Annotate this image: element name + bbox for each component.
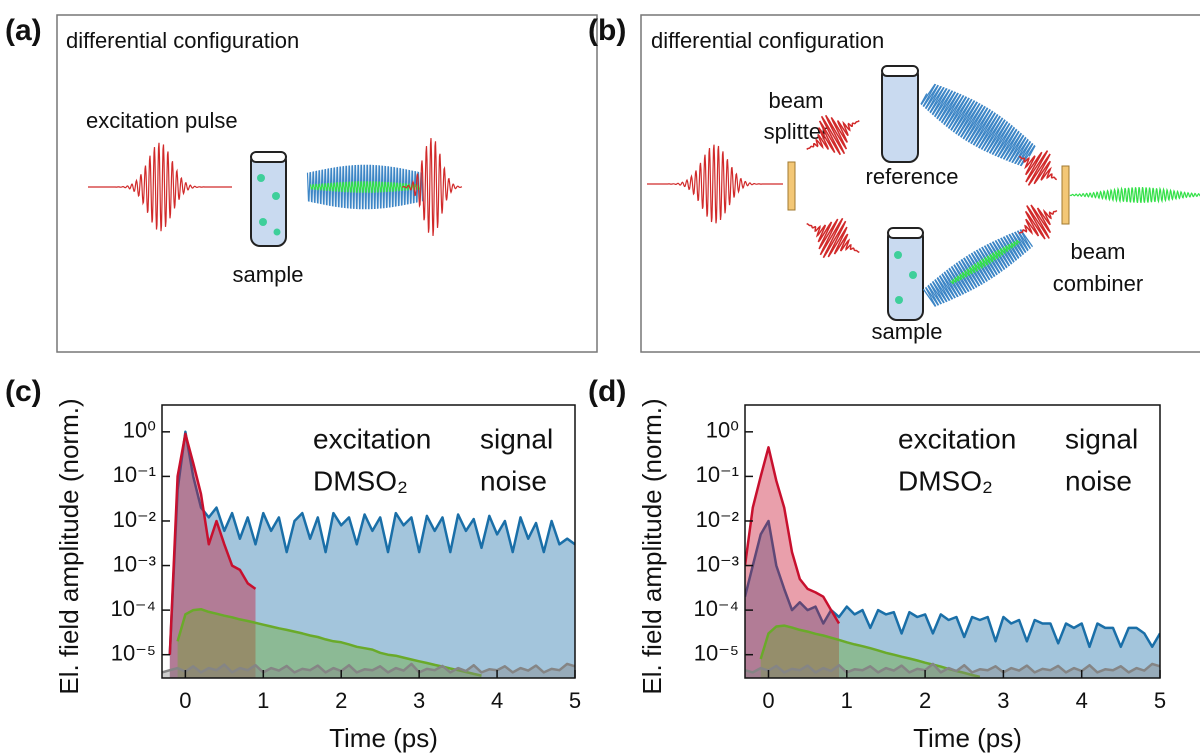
y-tick-label: 10⁻⁴ [110, 596, 156, 621]
line [168, 432, 257, 655]
y-axis-label: El. field amplitude (norm.) [54, 398, 84, 694]
x-tick-label: 0 [179, 688, 191, 713]
legend-entry: signal [1065, 423, 1138, 454]
area [745, 447, 839, 678]
line [745, 662, 1160, 674]
x-tick-label: 4 [491, 688, 503, 713]
diagram-title: differential configuration [66, 28, 299, 53]
panel-label: (a) [5, 14, 42, 47]
pulse [806, 217, 860, 259]
y-tick-label: 10⁰ [706, 418, 739, 443]
pulse [1018, 150, 1058, 186]
pulse [401, 138, 463, 236]
legend-entry: DMSO₂ [313, 465, 408, 496]
pulse [647, 144, 783, 224]
line [745, 446, 841, 625]
y-tick-label: 10⁻⁵ [111, 641, 156, 666]
label: beam [1070, 239, 1125, 264]
panel-label: (c) [5, 375, 42, 408]
pulse [949, 239, 1021, 285]
area [177, 609, 482, 678]
legend-entry: noise [1065, 465, 1132, 496]
plot-frame [744, 404, 1161, 679]
label: beam [768, 88, 823, 113]
x-tick-label: 4 [1076, 688, 1088, 713]
line [168, 430, 575, 655]
y-tick-label: 10⁻² [113, 507, 156, 532]
panel-a: (a) differential configuration excitatio… [5, 14, 598, 353]
y-axis-label: El. field amplitude (norm.) [637, 398, 667, 694]
label: sample [233, 262, 304, 287]
pulse [88, 142, 232, 232]
legend-entry: signal [480, 423, 553, 454]
vial [881, 65, 919, 163]
y-tick-label: 10⁻³ [696, 551, 739, 576]
y-tick-label: 10⁻⁵ [694, 641, 739, 666]
x-tick-label: 2 [335, 688, 347, 713]
x-tick-label: 3 [413, 688, 425, 713]
x-tick-label: 0 [762, 688, 774, 713]
legend-entry: DMSO₂ [898, 465, 993, 496]
y-tick-label: 10⁻² [696, 507, 739, 532]
x-tick-label: 2 [919, 688, 931, 713]
plot-frame [161, 404, 576, 679]
pulse [1018, 204, 1058, 240]
line [162, 662, 575, 674]
panel-frame [56, 14, 598, 353]
label: excitation pulse [86, 108, 238, 133]
beam-combiner [1061, 165, 1070, 225]
x-axis-label: Time (ps) [913, 723, 1022, 753]
line [759, 624, 981, 678]
legend-entry: excitation [898, 423, 1016, 454]
label: reference [866, 164, 959, 189]
x-tick-label: 1 [257, 688, 269, 713]
x-axis-label: Time (ps) [329, 723, 438, 753]
pulse [920, 83, 1036, 167]
line [176, 607, 482, 677]
label: combiner [1053, 271, 1143, 296]
legend-entry: noise [480, 465, 547, 496]
vial [887, 227, 924, 321]
panel-b: (b) differential configuration beam spli… [588, 14, 1200, 353]
line [745, 519, 1160, 649]
pulse [1069, 186, 1200, 204]
vial [250, 151, 287, 247]
panel-frame [640, 14, 1200, 353]
area [760, 625, 980, 678]
label: splitter [764, 119, 829, 144]
pulse [806, 114, 860, 156]
label: sample [872, 319, 943, 344]
y-tick-label: 10⁻⁴ [693, 596, 739, 621]
y-tick-label: 10⁰ [123, 418, 156, 443]
beam-splitter [787, 161, 796, 211]
y-tick-label: 10⁻³ [113, 551, 156, 576]
x-tick-label: 5 [569, 688, 581, 713]
x-tick-label: 3 [997, 688, 1009, 713]
panel-label: (d) [588, 375, 626, 408]
y-tick-label: 10⁻¹ [113, 462, 156, 487]
pulse [309, 181, 421, 193]
legend-entry: excitation [313, 423, 431, 454]
diagram-title: differential configuration [651, 28, 884, 53]
x-tick-label: 1 [841, 688, 853, 713]
x-tick-label: 5 [1154, 688, 1166, 713]
panel-label: (b) [588, 14, 626, 47]
y-tick-label: 10⁻¹ [696, 462, 739, 487]
area [169, 431, 575, 678]
